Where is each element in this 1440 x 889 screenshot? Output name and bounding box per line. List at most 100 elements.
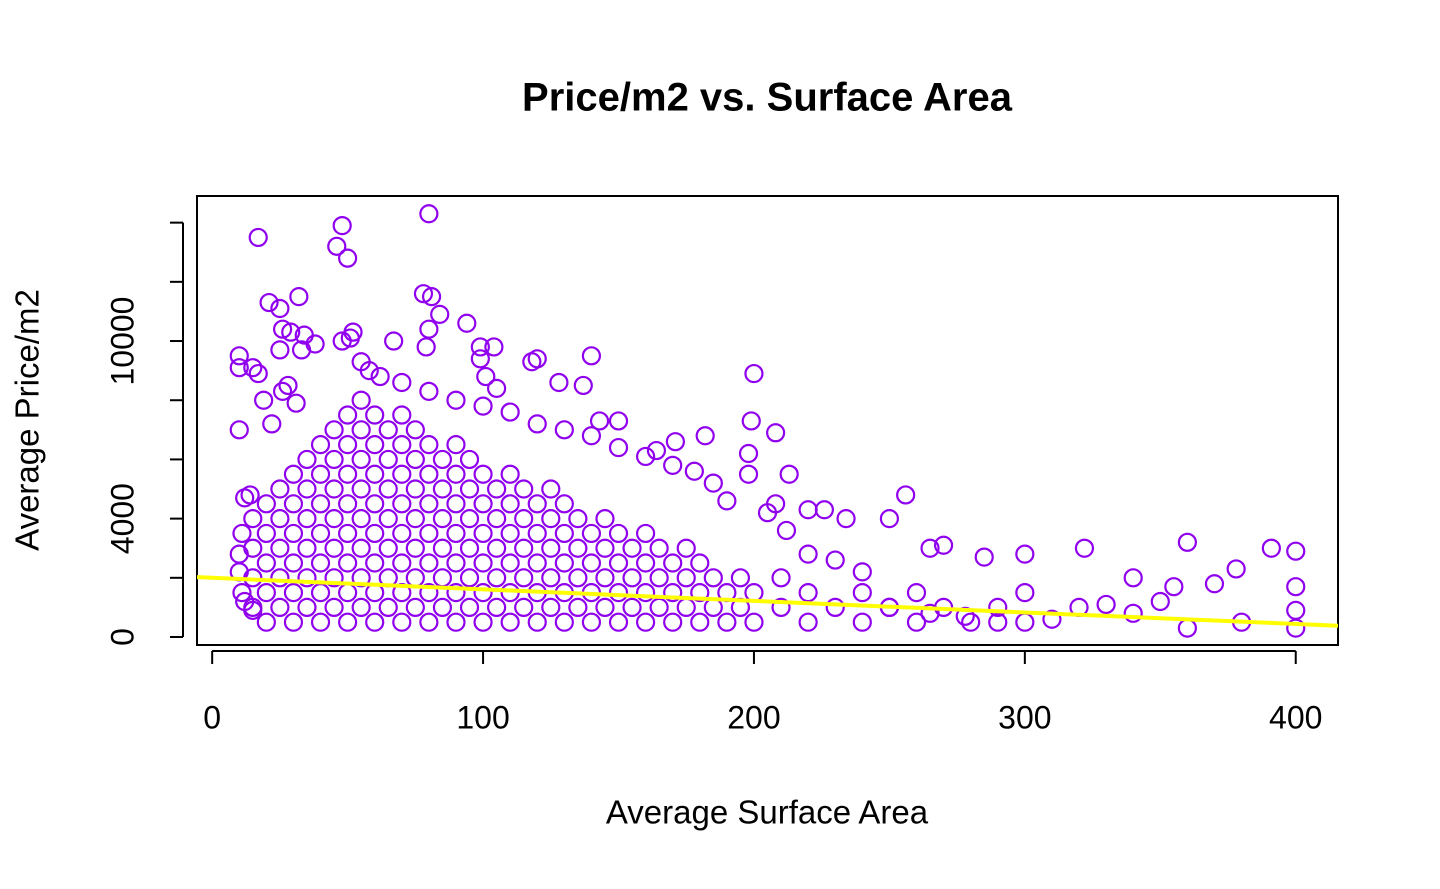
point xyxy=(459,479,480,499)
point xyxy=(581,553,602,573)
point xyxy=(649,568,669,588)
y-tick-label: 10000 xyxy=(104,297,140,386)
point xyxy=(243,509,263,529)
point xyxy=(473,464,493,484)
point xyxy=(896,485,916,505)
point xyxy=(527,349,547,369)
point xyxy=(446,583,466,603)
point xyxy=(703,597,723,618)
point xyxy=(405,568,425,588)
point xyxy=(392,435,412,455)
point xyxy=(933,535,954,555)
point xyxy=(608,553,629,573)
point xyxy=(541,479,561,499)
point xyxy=(487,479,507,499)
point xyxy=(730,568,751,588)
point xyxy=(270,298,290,319)
point xyxy=(419,435,439,455)
point xyxy=(324,597,344,618)
point xyxy=(256,612,276,632)
point xyxy=(324,509,344,529)
point xyxy=(608,583,629,603)
point xyxy=(1015,544,1035,564)
point xyxy=(392,494,412,514)
point xyxy=(281,322,301,342)
point xyxy=(473,553,493,573)
point xyxy=(432,509,453,529)
point xyxy=(473,612,493,632)
point xyxy=(766,423,786,443)
point xyxy=(392,372,412,393)
point xyxy=(283,553,304,573)
point xyxy=(1150,591,1170,612)
point xyxy=(470,349,490,369)
point xyxy=(744,583,764,603)
point xyxy=(487,509,507,529)
point xyxy=(378,509,398,529)
chart-title: Price/m2 vs. Surface Area xyxy=(522,76,1013,120)
point xyxy=(262,414,282,434)
point xyxy=(338,553,358,573)
point xyxy=(684,461,704,481)
point xyxy=(248,363,268,384)
point xyxy=(446,494,466,514)
point xyxy=(378,449,398,470)
point xyxy=(779,464,799,484)
point xyxy=(988,597,1008,618)
point xyxy=(310,494,331,514)
point xyxy=(487,378,507,398)
point xyxy=(270,538,290,558)
point xyxy=(568,538,588,558)
point xyxy=(484,337,504,357)
point xyxy=(278,375,298,396)
point xyxy=(470,337,490,357)
point xyxy=(549,372,569,393)
point xyxy=(419,494,439,514)
point xyxy=(554,553,574,573)
point xyxy=(378,538,398,558)
point xyxy=(256,583,276,603)
point xyxy=(879,509,900,529)
point xyxy=(405,449,425,470)
point xyxy=(430,304,450,324)
point xyxy=(405,479,425,499)
point xyxy=(324,420,344,440)
point xyxy=(1123,603,1143,623)
point xyxy=(324,449,344,470)
point xyxy=(432,449,453,470)
point xyxy=(392,464,412,484)
point xyxy=(419,553,439,573)
point xyxy=(635,553,656,573)
point xyxy=(432,479,453,499)
point xyxy=(419,523,439,544)
point xyxy=(554,523,574,544)
point xyxy=(324,479,344,499)
point xyxy=(955,606,975,626)
point xyxy=(446,523,466,544)
point xyxy=(500,402,520,422)
point xyxy=(852,562,872,582)
point xyxy=(229,358,249,378)
point xyxy=(459,568,480,588)
point xyxy=(473,396,493,416)
point xyxy=(243,600,263,620)
point xyxy=(757,503,778,523)
point xyxy=(717,491,737,511)
point xyxy=(622,568,642,588)
point xyxy=(1286,600,1306,620)
point xyxy=(446,553,466,573)
point xyxy=(690,583,710,603)
point xyxy=(351,449,371,470)
point xyxy=(649,538,669,558)
point xyxy=(283,523,304,544)
point xyxy=(814,500,834,520)
point xyxy=(370,366,390,387)
point xyxy=(365,553,385,573)
point xyxy=(338,435,358,455)
point xyxy=(500,612,520,632)
point xyxy=(635,523,656,544)
point xyxy=(1286,577,1306,597)
point xyxy=(392,523,412,544)
point xyxy=(487,597,507,618)
y-tick-label: 0 xyxy=(104,628,140,646)
